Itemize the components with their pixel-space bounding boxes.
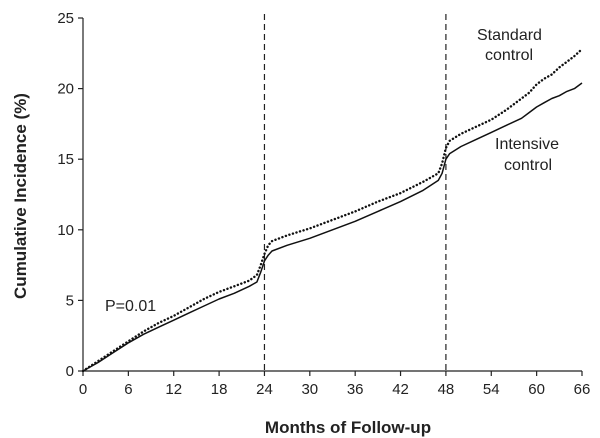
- y-axis-title: Cumulative Incidence (%): [11, 93, 30, 299]
- x-tick-label: 66: [574, 381, 591, 398]
- intensive-control-line: [82, 82, 583, 372]
- y-tick-label: 25: [57, 10, 74, 27]
- x-tick-label: 12: [165, 381, 182, 398]
- axes: [78, 17, 583, 376]
- x-axis-title: Months of Follow-up: [265, 418, 431, 437]
- standard-control-line: [81, 47, 584, 373]
- tick-labels: 0 6 12 18 24 30 36 42 48 54 60 66 0 5 10 15 20 25: [57, 10, 590, 398]
- standard-control-label-line1: Standard: [477, 27, 542, 44]
- x-tick-label: 18: [211, 381, 228, 398]
- x-tick-label: 0: [79, 381, 87, 398]
- y-tick-label: 15: [57, 151, 74, 168]
- standard-control-label-line2: control: [485, 47, 533, 64]
- intensive-control-label-line1: Intensive: [495, 136, 559, 153]
- x-tick-label: 42: [392, 381, 409, 398]
- x-tick-label: 6: [124, 381, 132, 398]
- y-tick-label: 10: [57, 222, 74, 239]
- x-tick-label: 24: [256, 381, 273, 398]
- x-tick-label: 54: [483, 381, 500, 398]
- series-lines: [81, 47, 584, 373]
- p-value-annotation: P=0.01: [105, 298, 156, 315]
- y-tick-label: 5: [66, 292, 74, 309]
- x-tick-label: 36: [347, 381, 364, 398]
- intensive-control-label-line2: control: [504, 157, 552, 174]
- x-tick-label: 30: [301, 381, 318, 398]
- x-tick-label: 48: [438, 381, 455, 398]
- y-tick-label: 20: [57, 81, 74, 98]
- y-tick-label: 0: [66, 363, 74, 380]
- x-tick-label: 60: [528, 381, 545, 398]
